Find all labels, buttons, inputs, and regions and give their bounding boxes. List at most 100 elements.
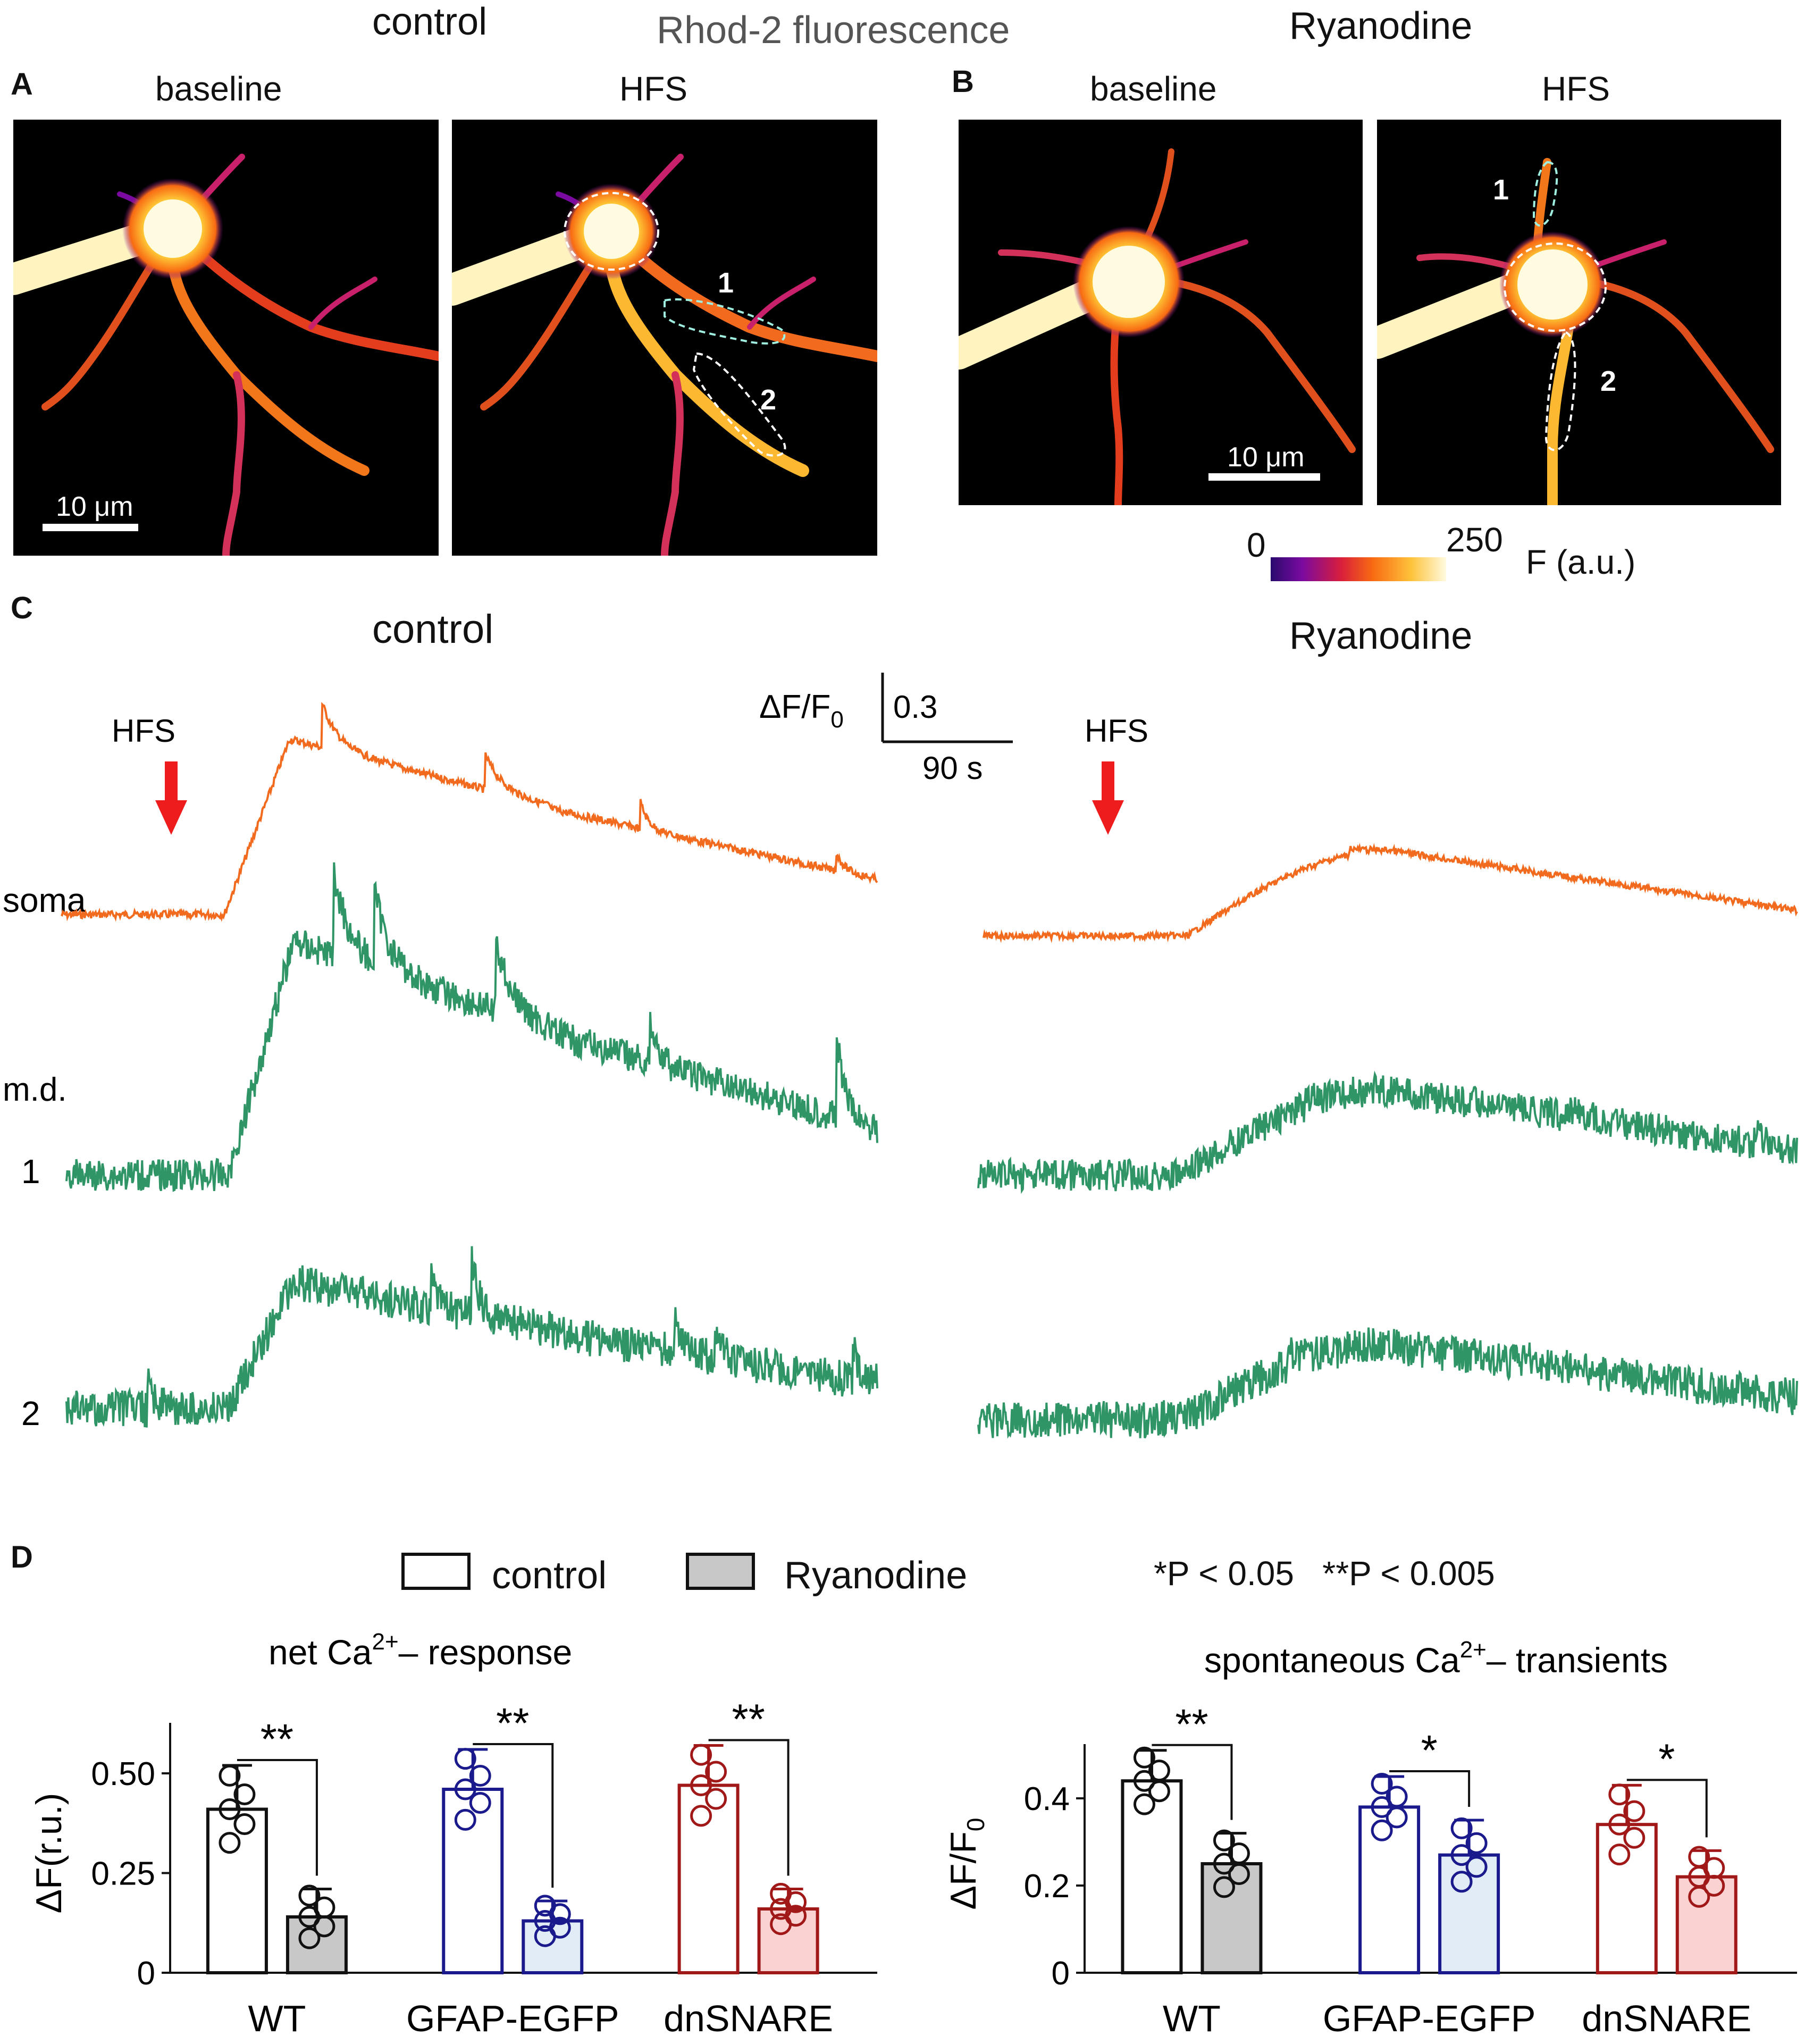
micrograph-ryanodine-hfs: 1 2 [1377,120,1781,505]
chart2-ytick-label: 0.2 [1024,1868,1070,1905]
legend-label-ryanodine: Ryanodine [784,1554,968,1597]
chart1-ylabel: ΔF(r.u.) [29,1793,69,1914]
bar-WT-control [1121,1779,1183,1974]
label-baseline-a: baseline [155,70,282,108]
chart1-ytick-label: 0.25 [91,1856,155,1892]
category-label-WT: WT [248,1998,306,2039]
row-label-2: 2 [21,1394,40,1433]
data-point [1148,1760,1170,1782]
scalebar [881,673,1013,743]
legend-label-control: control [492,1554,607,1597]
hfs-label-ryanodine: HFS [1085,713,1148,749]
data-point [219,1832,241,1854]
data-point [454,1748,476,1770]
legend-swatch-ryanodine [686,1553,755,1590]
trace-md2-control [65,1246,878,1428]
bar-GFAP-EGFP-control [1358,1805,1421,1974]
data-point [534,1895,556,1917]
traces-title-ryanodine: Ryanodine [1289,615,1473,657]
significance-mark: * [1658,1735,1675,1782]
scale-label-a: 10 μm [56,491,133,522]
chart2-title: spontaneous Ca2+– transients [1204,1637,1668,1680]
data-point [1228,1842,1250,1864]
data-point [1148,1780,1170,1803]
data-point [1465,1856,1488,1878]
significance-mark: ** [1175,1700,1208,1748]
header-rhod2: Rhod-2 fluorescence [657,9,1010,52]
label-baseline-b: baseline [1090,70,1217,108]
roi-label-1-a: 1 [718,267,734,299]
panel-letter-a: A [11,67,33,102]
data-point [233,1783,256,1805]
data-point [469,1792,491,1814]
panel-letter-c: C [11,591,33,625]
chart2-ytick-label: 0.4 [1024,1781,1070,1817]
data-point [233,1813,256,1836]
data-point [454,1778,476,1800]
significance-mark: ** [732,1696,765,1743]
trace-md2-ryanodine [977,1327,1798,1439]
data-point [219,1764,241,1787]
colorbar-unit: F (a.u.) [1526,543,1636,581]
category-label-WT: WT [1163,1998,1221,2039]
data-point [469,1765,491,1787]
data-point [1623,1827,1646,1849]
category-label-dnSNARE: dnSNARE [1582,1998,1751,2039]
significance-bracket [1389,1770,1471,1807]
trace-soma-ryanodine [983,843,1798,943]
legend-swatch-control [401,1553,471,1590]
trace-md1-ryanodine [977,1070,1798,1194]
bar-GFAP-EGFP-control [442,1788,504,1974]
category-label-GFAP-EGFP: GFAP-EGFP [406,1998,619,2039]
micrograph-control-hfs: 1 2 [452,120,877,556]
data-point [705,1761,727,1783]
roi-label-1-b: 1 [1493,174,1509,206]
chart1-ytick-label: 0.50 [91,1756,155,1792]
data-point [1213,1876,1235,1898]
row-label-md: m.d. [3,1071,67,1108]
header-control: control [372,1,488,43]
data-point [1371,1772,1393,1795]
row-label-1: 1 [21,1152,40,1191]
colorbar-min: 0 [1247,526,1266,564]
colorbar-gradient [1271,557,1446,581]
chart1-ytick-label: 0 [137,1955,155,1992]
significance-mark: ** [496,1699,529,1747]
scale-label-b: 10 μm [1227,442,1305,473]
label-hfs-a: HFS [619,70,687,108]
bar-dnSNARE-control [1596,1823,1658,1974]
bar-charts-svg: net Ca2+– response spontaneous Ca2+– tra… [29,1629,1797,2039]
colorbar-max: 250 [1446,521,1503,559]
data-point [1213,1853,1235,1875]
data-point [1450,1844,1473,1866]
scalebar-y-label: ΔF/F0 [759,689,844,733]
panel-letter-d: D [11,1540,33,1574]
bar-WT-control [206,1807,268,1974]
significance-mark: * [1421,1727,1438,1774]
data-point [219,1798,241,1820]
data-point [1608,1813,1631,1836]
roi-label-2-a: 2 [760,384,776,416]
scalebar-x-value: 90 s [922,750,983,786]
data-point [454,1808,476,1831]
data-point [1623,1800,1646,1822]
data-point [1465,1832,1488,1854]
traces-title-control: control [372,607,494,652]
data-point [690,1744,712,1766]
roi-label-2-b: 2 [1600,365,1616,397]
data-point [705,1788,727,1810]
hfs-arrow-ryanodine [1092,761,1124,835]
significance-bracket [708,1739,790,1876]
scalebar-y-value: 0.3 [893,689,937,725]
data-point [298,1927,321,1949]
trace-md1-control [65,862,878,1192]
data-point [313,1896,335,1919]
data-point [1608,1783,1631,1806]
data-point [1703,1857,1725,1879]
data-point [1450,1817,1473,1839]
chart2-ytick-label: 0 [1052,1955,1070,1992]
traces-svg: HFS HFS ΔF/F0 0.3 90 s soma m.d. 1 2 [3,673,1798,1439]
data-point [690,1805,712,1827]
significance-bracket [237,1759,318,1876]
hfs-arrow-control [155,761,187,835]
